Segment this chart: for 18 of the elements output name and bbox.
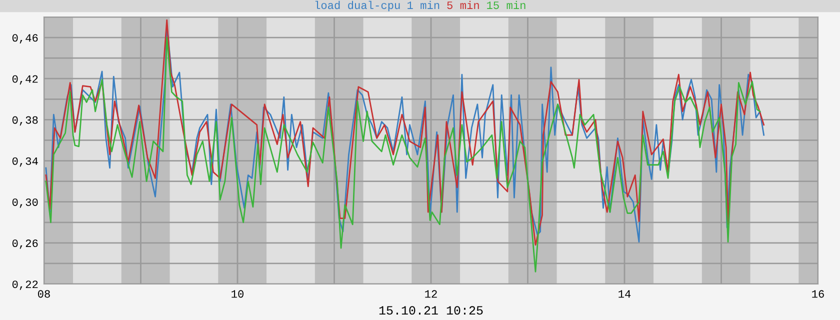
x-axis-title: 15.10.21 10:25 [379, 306, 483, 315]
chart-title: load dual-cpu [315, 0, 400, 12]
y-tick-label: 0,42 [12, 75, 38, 85]
x-tick-label: 10 [232, 290, 244, 298]
y-tick-label: 0,22 [12, 280, 38, 290]
text: 5 min [447, 0, 479, 10]
y-tick-label: 0,30 [12, 198, 38, 208]
x-tick-label: 14 [618, 290, 631, 298]
text: 1 min [408, 0, 440, 9]
y-tick-label: 0,34 [12, 157, 38, 167]
y-tick-label: 0,38 [12, 116, 38, 126]
y-tick-label: 0,46 [12, 34, 38, 44]
x-tick-label: 08 [38, 290, 50, 298]
line-series [45, 36, 761, 272]
y-tick-label: 0,26 [12, 240, 38, 249]
text: 15 min [487, 0, 526, 10]
x-tick-label: 12 [425, 290, 437, 298]
x-tick-label: 16 [812, 290, 824, 298]
